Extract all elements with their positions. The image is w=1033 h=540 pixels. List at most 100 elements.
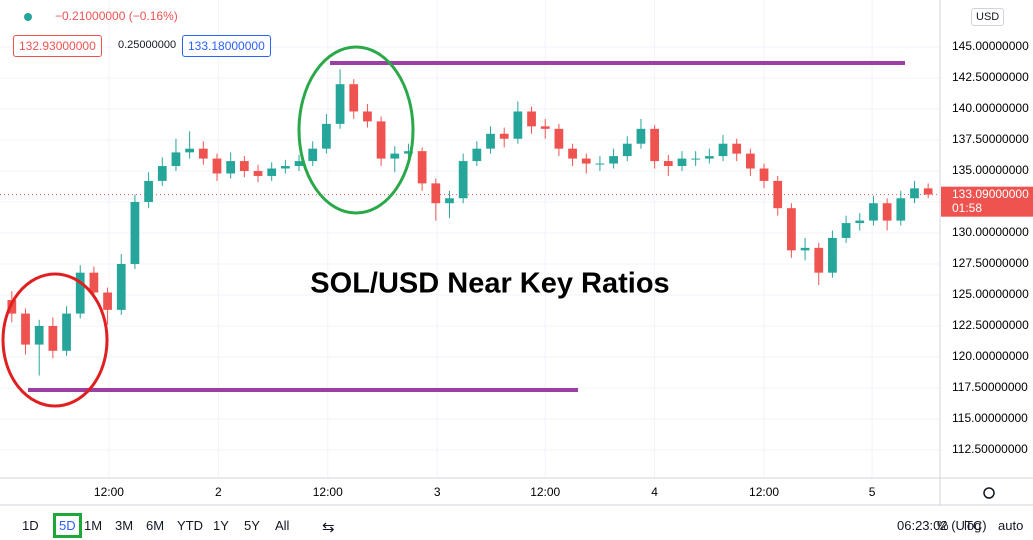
date-range-icon[interactable]: ⇆: [322, 519, 335, 536]
spread: 0.25000000: [113, 36, 182, 54]
log-button[interactable]: log: [964, 518, 982, 533]
percent-button[interactable]: %: [937, 518, 949, 533]
candle-body: [349, 84, 359, 112]
candle-body: [472, 148, 482, 162]
range-button[interactable]: 6M: [146, 518, 165, 533]
last-price-label: 133.09000000: [952, 187, 1029, 201]
grid: [0, 0, 940, 478]
candle-body: [322, 123, 331, 149]
candle-body: [732, 143, 742, 154]
candle-body: [185, 148, 195, 153]
candle-body: [896, 198, 906, 221]
range-button[interactable]: YTD: [177, 518, 203, 533]
candle-body: [636, 128, 646, 144]
candle-body: [691, 158, 701, 160]
candle-body: [431, 183, 441, 204]
candle-body: [513, 111, 523, 139]
range-button[interactable]: 1M: [84, 518, 103, 533]
candle-body: [540, 126, 550, 129]
candle-body: [280, 166, 290, 169]
chart: SOL/USD Near Key Ratios −0.21000000 (−0.…: [0, 0, 1033, 506]
clock: 06:23:02 (UTC): [897, 518, 987, 533]
candle-body: [363, 111, 372, 122]
candle-body: [458, 161, 468, 199]
x-tick-label: 12:00: [94, 485, 124, 499]
axes: 145.00000000 142.50000000 140.00000000 137.…: [94, 39, 1033, 499]
candle-body: [568, 148, 577, 159]
candle-body: [376, 121, 386, 159]
highlight-circle: [297, 45, 415, 215]
x-tick-label: 12:00: [313, 485, 343, 499]
candle-body: [130, 201, 140, 264]
highlight-circle: [1, 272, 109, 408]
candle-body: [828, 237, 837, 273]
x-tick-label: 12:00: [530, 485, 560, 499]
y-tick-label: 112.50000000: [952, 442, 1028, 456]
candle-body: [116, 263, 126, 310]
range-button[interactable]: 3M: [115, 518, 134, 533]
candle-body: [609, 156, 618, 164]
countdown: 01:58: [952, 201, 982, 215]
candles: [7, 69, 933, 376]
candle-body: [855, 220, 865, 224]
candle-body: [704, 156, 714, 159]
candle-body: [144, 180, 153, 202]
candle-body: [48, 325, 58, 351]
candle-body: [171, 152, 181, 167]
candle-body: [745, 153, 755, 169]
range-button[interactable]: 5Y: [244, 518, 260, 533]
candle-body: [595, 163, 605, 165]
candle-body: [499, 133, 509, 139]
candle-body: [390, 153, 400, 159]
auto-button[interactable]: auto: [998, 518, 1024, 533]
candle-body: [445, 198, 454, 204]
candle-body: [308, 148, 318, 162]
y-tick-label: 130.00000000: [952, 225, 1029, 239]
range-button[interactable]: All: [275, 518, 290, 533]
annotation: SOL/USD Near Key Ratios: [310, 268, 669, 300]
candle-body: [759, 168, 769, 181]
candle-body: [103, 292, 112, 310]
candle-body: [21, 313, 30, 345]
candle-body: [198, 148, 208, 159]
candle-body: [800, 247, 810, 251]
range-button[interactable]: 1Y: [213, 518, 229, 533]
candle-body: [581, 158, 591, 164]
candle-body: [7, 299, 17, 314]
bid: 132.93000000: [13, 35, 102, 57]
candle-body: [404, 151, 413, 154]
candle-body: [882, 203, 892, 221]
candle-body: [923, 188, 933, 195]
y-tick-label: 120.00000000: [952, 349, 1029, 363]
range-button[interactable]: 1D: [22, 518, 39, 533]
candle-body: [718, 143, 728, 157]
y-tick-label: 117.50000000: [952, 380, 1028, 394]
y-tick-label: 137.50000000: [952, 132, 1029, 146]
y-tick-label: 140.00000000: [952, 101, 1029, 115]
candle-body: [34, 325, 44, 345]
candle-body: [157, 166, 167, 181]
x-tick-label: 4: [651, 485, 658, 499]
settings-icon[interactable]: [983, 487, 995, 499]
candle-body: [773, 180, 783, 209]
y-tick-label: 115.00000000: [952, 411, 1028, 425]
candle-body: [253, 170, 263, 176]
candle-body: [89, 272, 99, 293]
candle-body: [622, 143, 632, 157]
candle-body: [62, 313, 71, 351]
candle-body: [869, 203, 878, 221]
y-tick-label: 142.50000000: [952, 70, 1029, 84]
candle-body: [814, 247, 824, 273]
candle-body: [650, 128, 660, 162]
currency-button[interactable]: USD: [971, 8, 1005, 26]
y-tick-label: 145.00000000: [952, 39, 1029, 53]
x-tick-label: 2: [215, 485, 222, 499]
candle-body: [910, 188, 919, 199]
candle-body: [294, 161, 304, 167]
candle-body: [527, 111, 536, 127]
candle-body: [335, 84, 345, 124]
y-tick-label: 125.00000000: [952, 287, 1029, 301]
x-tick-label: 3: [434, 485, 441, 499]
range-button[interactable]: 5D: [53, 513, 82, 538]
